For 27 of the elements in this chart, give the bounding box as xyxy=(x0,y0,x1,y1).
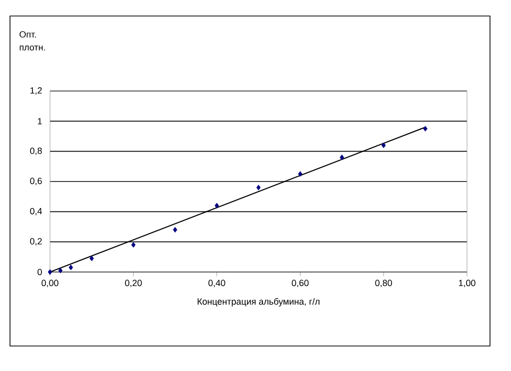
y-tick-label: 0,4 xyxy=(30,208,42,216)
point xyxy=(172,226,178,233)
y-tick-label: 0 xyxy=(38,268,42,276)
point xyxy=(131,242,136,248)
x-tick-label: 0,20 xyxy=(125,280,142,288)
x-tick-label: 0,40 xyxy=(208,280,226,288)
y-tick-label: 1 xyxy=(38,118,42,124)
x-tick-label: 0,60 xyxy=(292,280,309,288)
point xyxy=(90,256,94,262)
x-tick-label: 0,80 xyxy=(375,280,392,288)
point xyxy=(48,269,52,275)
x-axis-title: Концентрация альбумина, г/л xyxy=(198,298,320,306)
point xyxy=(298,171,302,177)
point xyxy=(340,154,344,160)
x-tick-label: 1,00 xyxy=(458,280,476,288)
y-tick-label: 0,8 xyxy=(30,148,42,156)
y-tick-label: 0,6 xyxy=(30,178,42,186)
y-tick-label: 0,2 xyxy=(30,238,42,246)
y-tick-label: 1,2 xyxy=(30,87,42,95)
y-axis-title: Опт. плотн. xyxy=(20,31,45,50)
point xyxy=(58,268,63,274)
point xyxy=(214,202,219,208)
point xyxy=(423,126,428,132)
point xyxy=(68,264,73,270)
point xyxy=(381,142,386,148)
x-tick-label: 0,00 xyxy=(42,280,58,288)
point xyxy=(256,184,261,190)
